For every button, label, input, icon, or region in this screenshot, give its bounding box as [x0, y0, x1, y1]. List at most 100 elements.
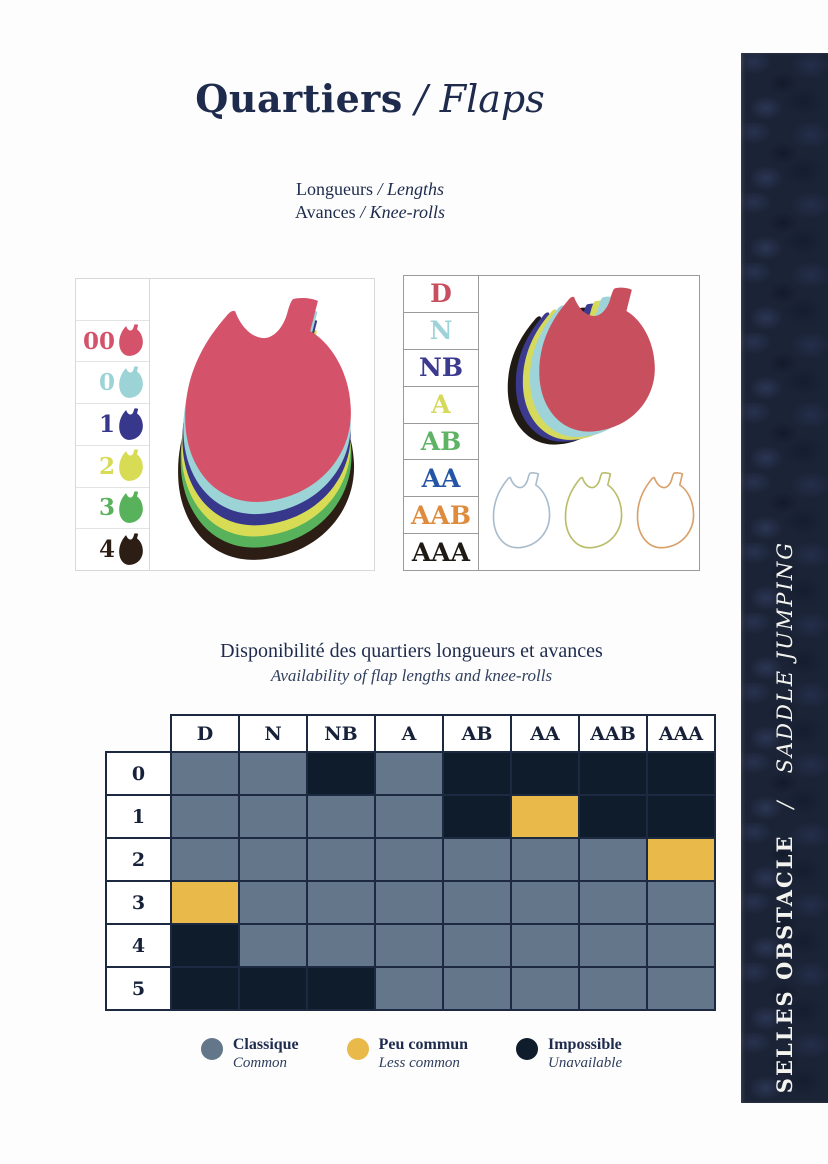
- knee-roll-item-AB: AB: [404, 424, 478, 461]
- page-title: Quartiers / Flaps: [0, 76, 740, 121]
- knee-rolls-stack-image: [492, 287, 695, 549]
- column-header-N: N: [238, 714, 308, 753]
- flap-icon: [119, 324, 143, 357]
- availability-cell-0-D: [170, 751, 240, 796]
- flap-length-item-4: 4: [76, 529, 149, 570]
- availability-cell-5-AAB: [578, 966, 648, 1011]
- flap-length-item-1: 1: [76, 404, 149, 446]
- legend-item-less-common: Peu commun Less common: [346, 1036, 468, 1072]
- table-row: 5: [105, 966, 716, 1011]
- subtitle-lengths: Longueurs / Lengths: [295, 179, 444, 199]
- availability-cell-3-D: [170, 880, 240, 925]
- flap-icon: [185, 297, 351, 502]
- flap-length-label: 2: [98, 452, 115, 480]
- table-row: 1: [105, 794, 716, 839]
- flap-length-empty-cell: [76, 279, 149, 321]
- flap-icon: [119, 491, 143, 523]
- availability-title-en: Availability of flap lengths and knee-ro…: [270, 666, 553, 685]
- flap-lengths-diagram: 00 0 1 2 3 4: [75, 278, 375, 571]
- subtitle-knee-rolls: Avances / Knee-rolls: [295, 201, 445, 222]
- availability-cell-3-A: [374, 880, 444, 925]
- availability-cell-1-AB: [442, 794, 512, 839]
- flap-icon: [119, 533, 143, 565]
- knee-rolls-canvas: [479, 276, 699, 570]
- availability-cell-2-AA: [510, 837, 580, 882]
- row-header-0: 0: [105, 751, 172, 796]
- availability-cell-4-N: [238, 923, 308, 968]
- availability-cell-4-AA: [510, 923, 580, 968]
- flap-icon: [119, 324, 143, 357]
- availability-cell-2-NB: [306, 837, 376, 882]
- availability-cell-1-AA: [510, 794, 580, 839]
- availability-cell-4-D: [170, 923, 240, 968]
- legend-dot: [515, 1038, 538, 1060]
- availability-cell-0-A: [374, 751, 444, 796]
- flap-icon: [119, 491, 143, 523]
- flap-length-label: 0: [98, 369, 115, 397]
- availability-legend: Classique Common Peu commun Less common Impo…: [105, 1036, 718, 1072]
- legend-dot: [200, 1038, 223, 1060]
- availability-cell-2-N: [238, 837, 308, 882]
- flap-length-label: 00: [82, 327, 115, 355]
- flap-icon: [119, 366, 143, 398]
- availability-cell-5-AA: [510, 966, 580, 1011]
- page-title-separator: /: [414, 77, 428, 121]
- page-subtitle: Longueurs / Lengths Avances / Knee-rolls: [0, 178, 740, 223]
- legend-label-en: Unavailable: [547, 1055, 623, 1071]
- availability-cell-1-A: [374, 794, 444, 839]
- availability-cell-5-AB: [442, 966, 512, 1011]
- availability-cell-4-AAA: [646, 923, 716, 968]
- page-title-fr: Quartiers: [195, 76, 403, 121]
- flap-length-label: 4: [98, 536, 115, 564]
- legend-label-en: Less common: [378, 1055, 460, 1071]
- column-header-AA: AA: [510, 714, 580, 753]
- availability-cell-3-NB: [306, 880, 376, 925]
- availability-cell-5-N: [238, 966, 308, 1011]
- availability-cell-2-AAA: [646, 837, 716, 882]
- availability-cell-4-AAB: [578, 923, 648, 968]
- flap-icon: [119, 407, 143, 440]
- availability-cell-2-D: [170, 837, 240, 882]
- row-header-1: 1: [105, 794, 172, 839]
- flap-length-label: 3: [98, 494, 115, 522]
- legend-label-fr: Peu commun: [378, 1036, 468, 1053]
- availability-cell-2-AAB: [578, 837, 648, 882]
- section-label-fr: SELLES OBSTACLE: [772, 834, 797, 1094]
- legend-label-en: Common: [232, 1055, 288, 1071]
- availability-cell-1-AAA: [646, 794, 716, 839]
- knee-roll-item-D: D: [404, 276, 478, 313]
- availability-cell-2-AB: [442, 837, 512, 882]
- section-label-en: SADDLE JUMPING: [773, 540, 797, 774]
- flap-icon: [119, 366, 143, 398]
- flap-icon: [564, 472, 623, 549]
- column-header-NB: NB: [306, 714, 376, 753]
- flap-icon: [119, 449, 143, 482]
- availability-cell-3-N: [238, 880, 308, 925]
- flap-length-label: 1: [98, 411, 115, 439]
- flap-icon: [119, 449, 143, 482]
- page-title-en: Flaps: [439, 77, 545, 121]
- flap-icon: [636, 472, 695, 549]
- flap-length-item-00: 00: [76, 321, 149, 363]
- availability-cell-0-AB: [442, 751, 512, 796]
- flap-lengths-stack-image: [178, 297, 355, 560]
- legend-item-common: Classique Common: [200, 1036, 299, 1072]
- column-header-A: A: [374, 714, 444, 753]
- section-sidebar: SELLES OBSTACLE / SADDLE JUMPING: [741, 53, 828, 1103]
- availability-cell-5-AAA: [646, 966, 716, 1011]
- availability-cell-1-NB: [306, 794, 376, 839]
- table-row: 0: [105, 751, 716, 796]
- column-header-AAB: AAB: [578, 714, 648, 753]
- flap-lengths-canvas: [150, 279, 374, 570]
- section-label: SELLES OBSTACLE / SADDLE JUMPING: [772, 540, 797, 1094]
- availability-cell-3-AAA: [646, 880, 716, 925]
- flap-length-item-2: 2: [76, 446, 149, 488]
- availability-cell-0-NB: [306, 751, 376, 796]
- availability-cell-3-AB: [442, 880, 512, 925]
- knee-roll-item-NB: NB: [404, 350, 478, 387]
- availability-cell-5-D: [170, 966, 240, 1011]
- table-row: 4: [105, 923, 716, 968]
- availability-cell-3-AAB: [578, 880, 648, 925]
- availability-cell-2-A: [374, 837, 444, 882]
